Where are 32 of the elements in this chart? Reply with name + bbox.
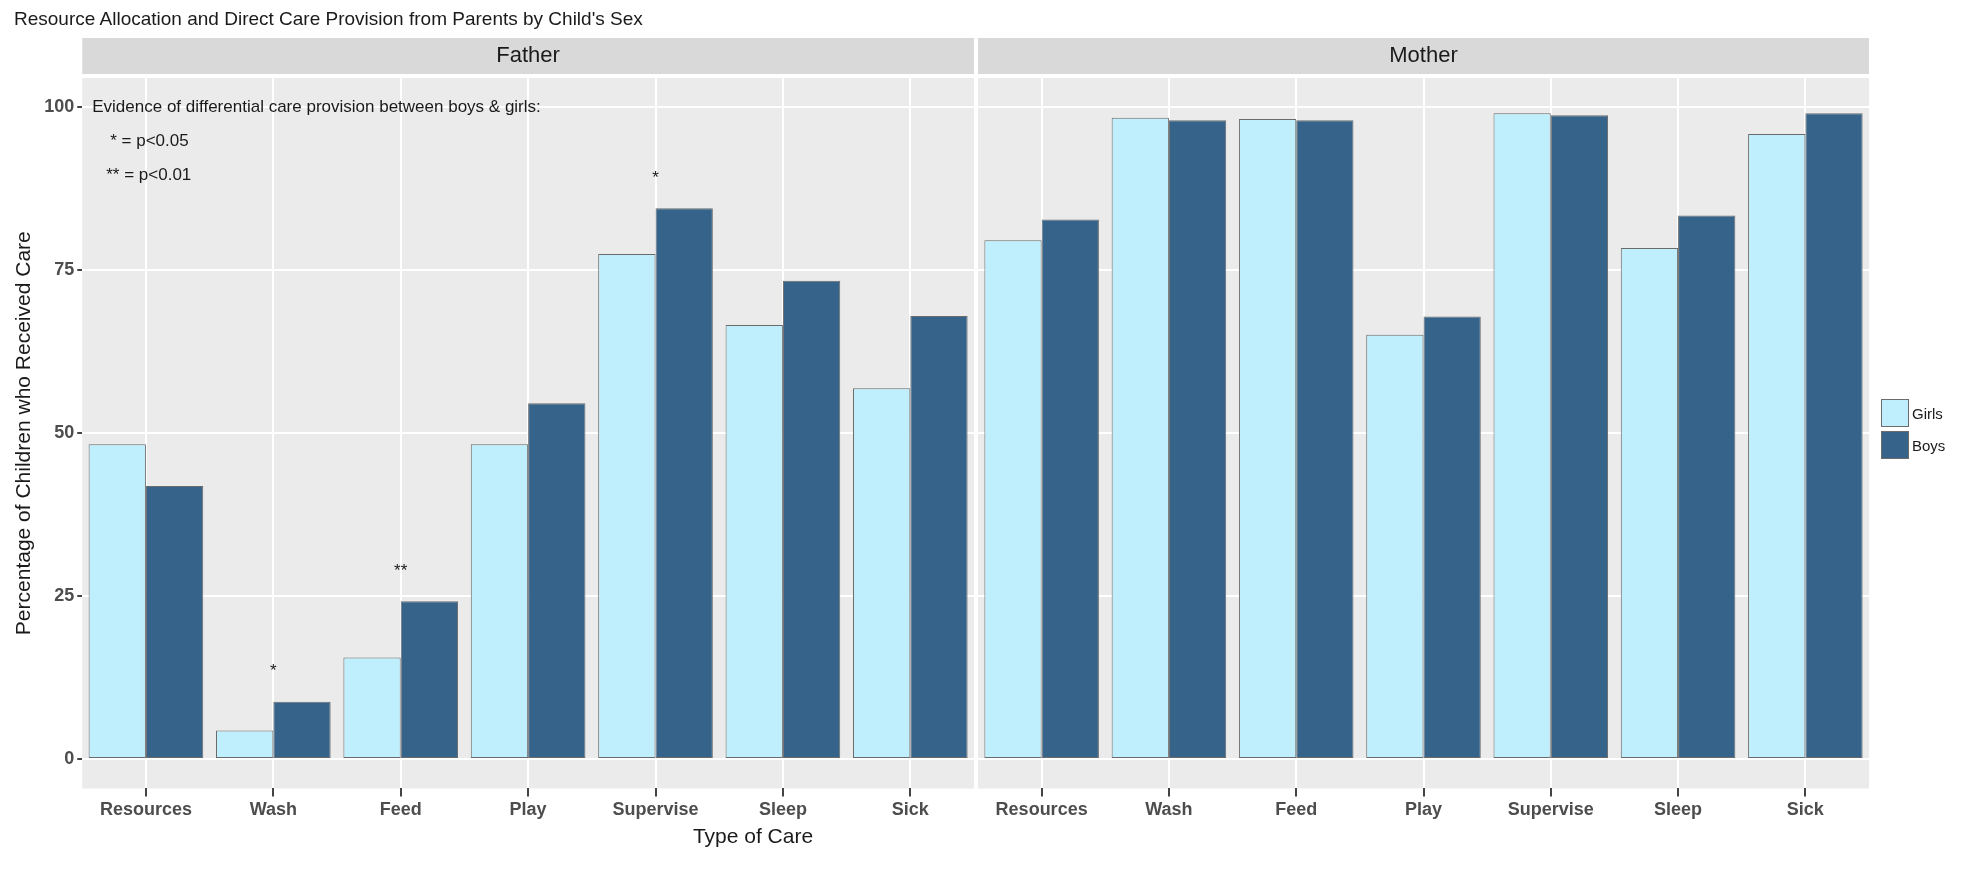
x-tick-label: Feed (379, 799, 422, 820)
chart-subtitle: Mother (1389, 42, 1458, 68)
annotation: * (652, 167, 660, 187)
annotation: Evidence of differential care provision between boys & girls: (92, 97, 541, 117)
x-tick-label: Sick (1786, 799, 1825, 820)
annotation: ** (394, 560, 408, 580)
x-tick-label: Wash (249, 799, 297, 820)
x-axis-title: Type of Care (691, 824, 815, 848)
y-tick-label: 0 (64, 748, 75, 769)
annotation: * (270, 660, 278, 680)
x-tick-label: Supervise (612, 799, 699, 820)
y-axis-title: Percentage of Children who Received Care (11, 231, 35, 636)
y-tick-label: 75 (54, 259, 75, 280)
legend-label: Boys (1912, 436, 1946, 454)
y-tick-label: 25 (54, 585, 75, 606)
annotation: * = p<0.05 (110, 131, 189, 151)
x-tick-label: Supervise (1507, 799, 1594, 820)
x-tick-label: Sick (891, 799, 930, 820)
x-tick-label: Wash (1145, 799, 1193, 820)
x-tick-label: Sleep (1654, 799, 1703, 820)
chart-title: Resource Allocation and Direct Care Provision from Parents by Child's Sex (13, 8, 644, 31)
y-tick-label: 50 (54, 422, 75, 443)
chart-subtitle: Father (496, 42, 560, 68)
x-tick-label: Resources (995, 799, 1088, 820)
x-tick-label: Play (509, 799, 547, 820)
x-tick-label: Sleep (758, 799, 807, 820)
x-tick-label: Play (1404, 799, 1443, 820)
y-tick-label: 100 (44, 96, 75, 117)
x-tick-label: Resources (99, 799, 192, 820)
annotation: ** = p<0.01 (106, 165, 192, 185)
legend-label: Girls (1912, 404, 1943, 422)
x-tick-label: Feed (1275, 799, 1318, 820)
